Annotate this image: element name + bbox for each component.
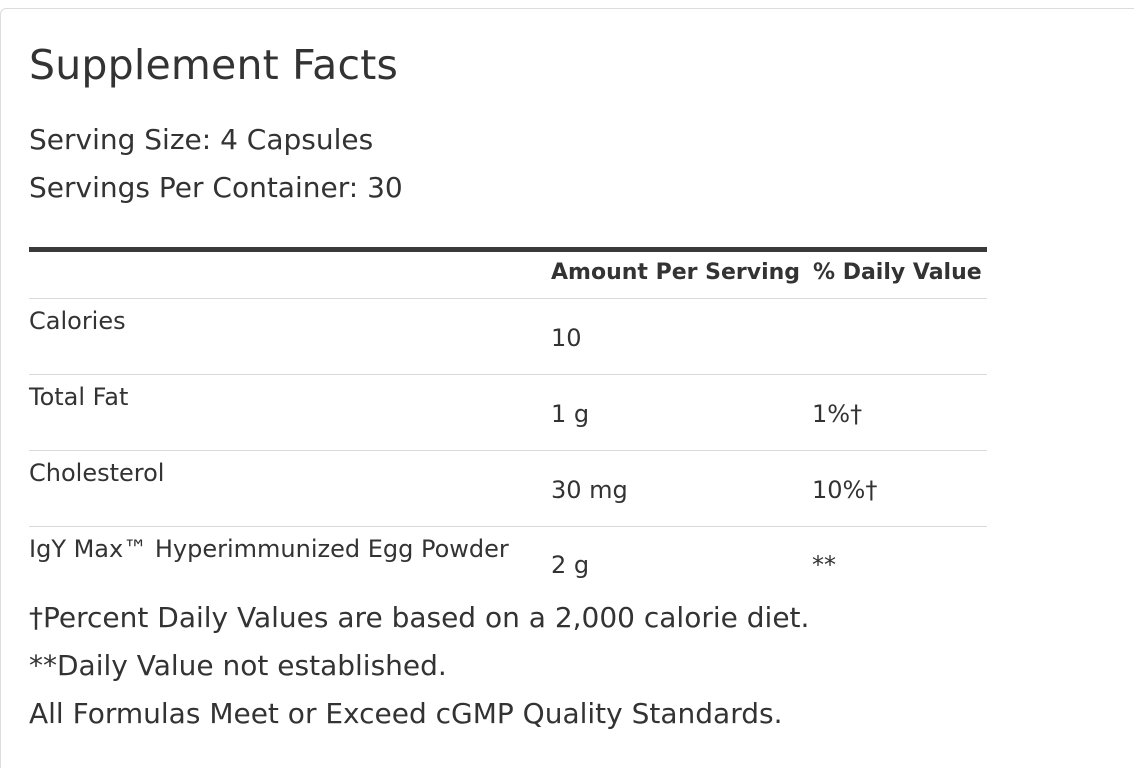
table-row: Cholesterol 30 mg 10%† bbox=[29, 451, 987, 527]
supplement-facts-panel: Supplement Facts Serving Size: 4 Capsule… bbox=[0, 8, 1134, 768]
header-daily-value: % Daily Value bbox=[813, 260, 982, 285]
table-header-row: Amount Per Serving % Daily Value bbox=[29, 252, 987, 299]
nutrient-name: IgY Max™ Hyperimmunized Egg Powder bbox=[29, 535, 509, 563]
nutrient-name: Calories bbox=[29, 307, 126, 335]
table-row: Total Fat 1 g 1%† bbox=[29, 375, 987, 451]
nutrient-name: Total Fat bbox=[29, 383, 129, 411]
table-row: IgY Max™ Hyperimmunized Egg Powder 2 g *… bbox=[29, 527, 987, 583]
footnote-daily-values: †Percent Daily Values are based on a 2,0… bbox=[29, 601, 810, 634]
nutrient-daily-value: ** bbox=[812, 551, 836, 579]
nutrient-amount: 30 mg bbox=[551, 476, 628, 504]
nutrient-daily-value: 1%† bbox=[812, 400, 863, 428]
panel-title: Supplement Facts bbox=[29, 41, 399, 89]
servings-per-container: Servings Per Container: 30 bbox=[29, 171, 403, 204]
footnote-quality-standards: All Formulas Meet or Exceed cGMP Quality… bbox=[29, 697, 783, 730]
nutrient-amount: 2 g bbox=[551, 551, 590, 579]
nutrient-name: Cholesterol bbox=[29, 459, 165, 487]
footnote-not-established: **Daily Value not established. bbox=[29, 649, 447, 682]
serving-size: Serving Size: 4 Capsules bbox=[29, 123, 374, 156]
supplement-facts-table: Amount Per Serving % Daily Value Calorie… bbox=[29, 247, 987, 583]
nutrient-daily-value: 10%† bbox=[812, 476, 878, 504]
nutrient-amount: 10 bbox=[551, 324, 582, 352]
header-amount-per-serving: Amount Per Serving bbox=[551, 260, 801, 285]
table-row: Calories 10 bbox=[29, 299, 987, 375]
nutrient-amount: 1 g bbox=[551, 400, 590, 428]
